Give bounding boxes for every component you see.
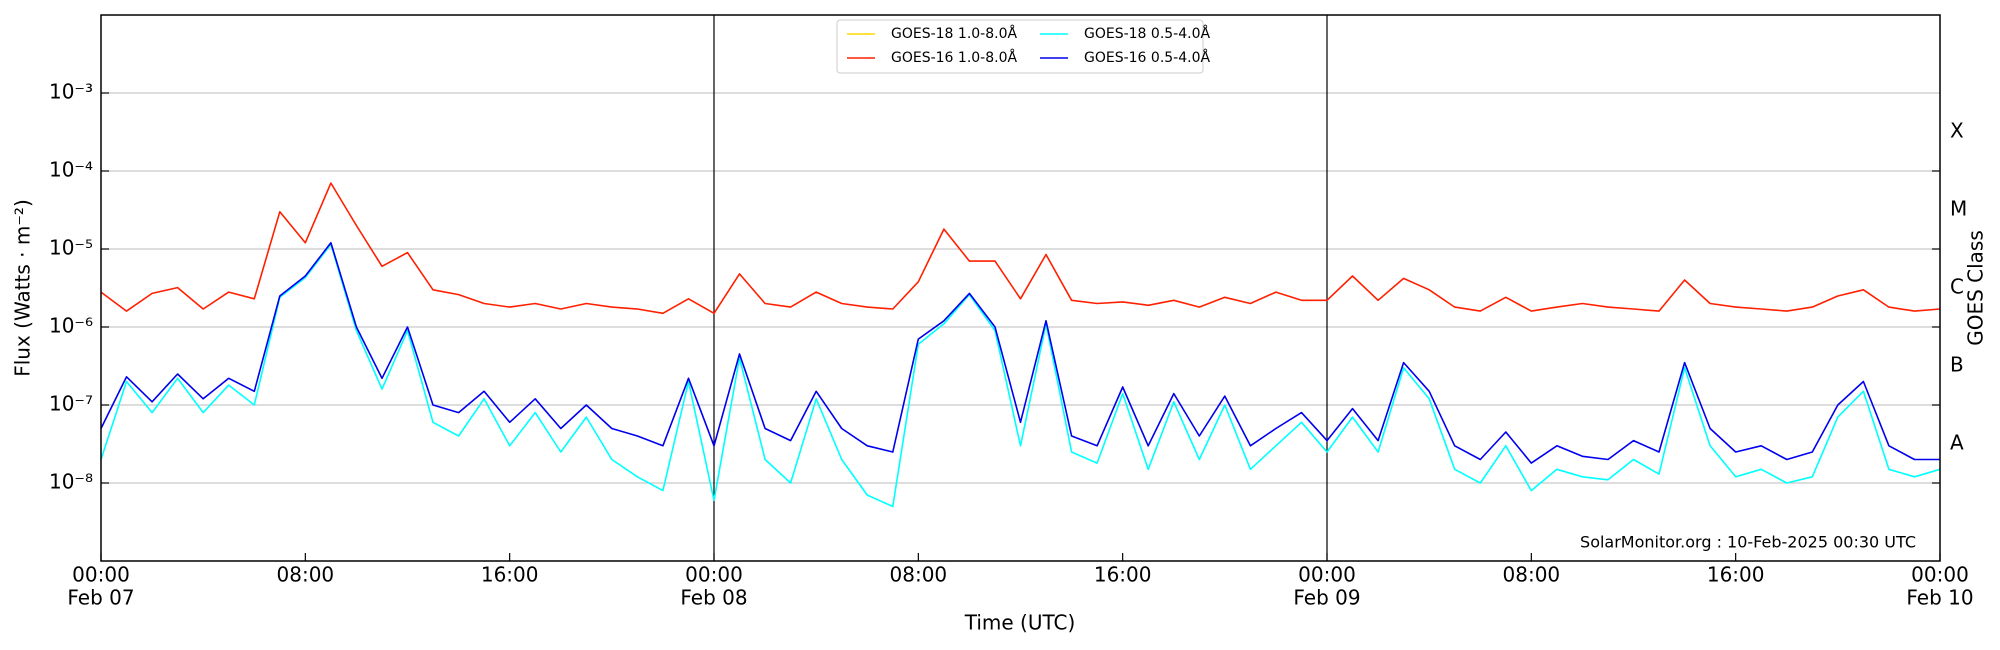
x-tick-date: Feb 10 <box>1906 586 1973 610</box>
y-tick-label: 10⁻⁷ <box>49 392 93 416</box>
y-tick-label: 10⁻⁶ <box>49 314 93 338</box>
x-tick-label: 08:00 <box>277 563 335 587</box>
y2-tick-label: C <box>1950 275 1964 299</box>
x-axis-label: Time (UTC) <box>964 611 1076 635</box>
legend-label: GOES-16 0.5-4.0Å <box>1084 49 1210 66</box>
x-tick-label: 00:00 <box>685 563 743 587</box>
x-tick-label: 00:00 <box>1911 563 1969 587</box>
y2-tick-label: X <box>1950 119 1964 143</box>
x-tick-date: Feb 08 <box>680 586 747 610</box>
y2-axis-label: GOES Class <box>1964 230 1988 346</box>
x-tick-label: 08:00 <box>890 563 948 587</box>
x-tick-label: 00:00 <box>1298 563 1356 587</box>
y-tick-label: 10⁻⁵ <box>49 236 93 260</box>
x-tick-date: Feb 07 <box>67 586 134 610</box>
series-line <box>100 182 1941 315</box>
x-tick-label: 16:00 <box>1094 563 1152 587</box>
annotation: SolarMonitor.org : 10-Feb-2025 00:30 UTC <box>1580 533 1916 552</box>
legend-box <box>836 19 1204 74</box>
y-tick-label: 10⁻⁸ <box>49 470 93 494</box>
y-tick-label: 10⁻³ <box>49 80 93 104</box>
x-tick-label: 00:00 <box>72 563 130 587</box>
x-tick-label: 16:00 <box>481 563 539 587</box>
series-line <box>100 242 1940 464</box>
y2-tick-label: B <box>1950 353 1964 377</box>
x-tick-date: Feb 09 <box>1293 586 1360 610</box>
series-line <box>100 243 1941 508</box>
x-tick-label: 16:00 <box>1707 563 1765 587</box>
y-axis-label: Flux (Watts · m⁻²) <box>11 199 35 377</box>
legend-label: GOES-18 0.5-4.0Å <box>1084 25 1210 42</box>
y2-tick-label: M <box>1950 197 1967 221</box>
x-tick-label: 08:00 <box>1503 563 1561 587</box>
legend-label: GOES-18 1.0-8.0Å <box>891 25 1017 42</box>
legend-label: GOES-16 1.0-8.0Å <box>891 49 1017 66</box>
plot-frame <box>100 14 1941 562</box>
y-tick-label: 10⁻⁴ <box>49 158 93 182</box>
y2-tick-label: A <box>1950 431 1964 455</box>
